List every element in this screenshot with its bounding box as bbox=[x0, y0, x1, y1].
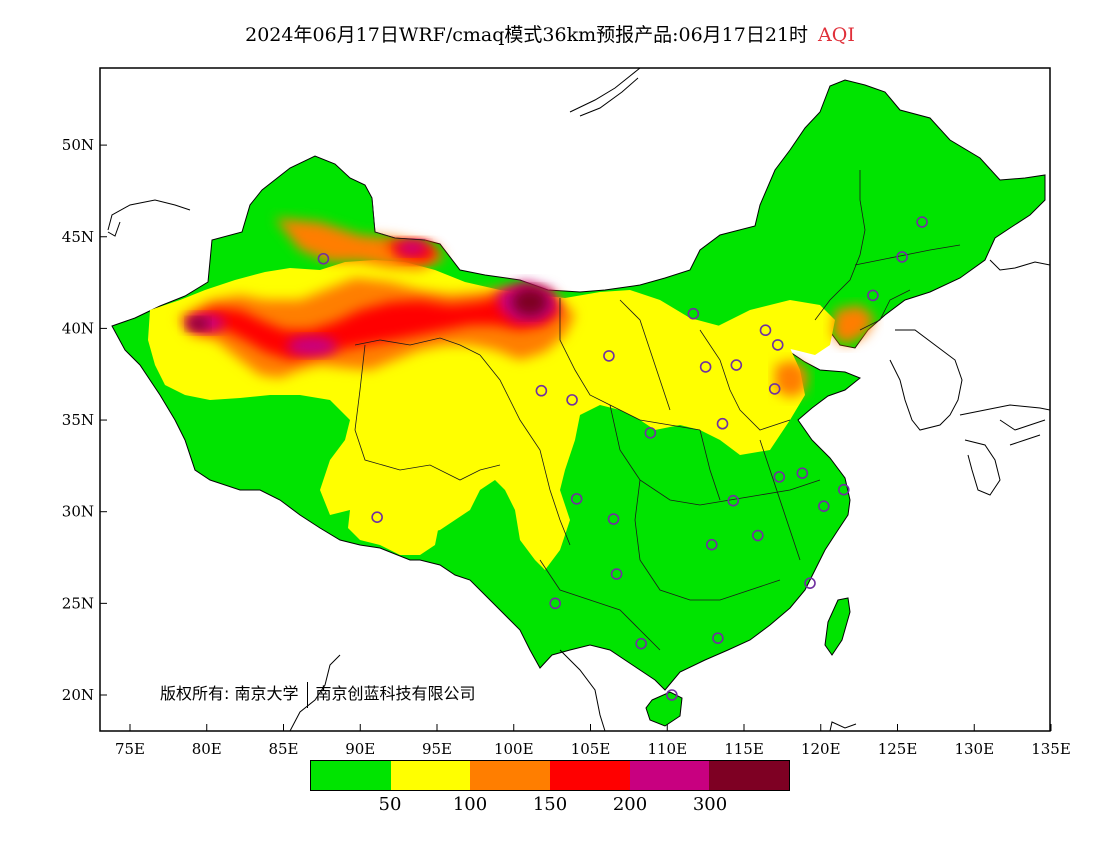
lon-tick-label: 100E bbox=[494, 740, 534, 758]
aqi-zone-hazardous-2 bbox=[188, 318, 208, 330]
aqi-zone-moderate-north bbox=[700, 300, 835, 355]
aqi-zone-hazardous bbox=[512, 288, 548, 316]
station-marker bbox=[666, 689, 678, 701]
lon-tick-label: 125E bbox=[878, 740, 918, 758]
station-marker bbox=[635, 637, 647, 650]
legend-swatch bbox=[470, 761, 551, 790]
station-marker bbox=[570, 493, 583, 505]
lon-tick-label: 135E bbox=[1031, 740, 1071, 758]
station-marker bbox=[804, 577, 816, 589]
station-marker bbox=[603, 350, 615, 362]
legend-swatch bbox=[629, 761, 710, 790]
map-title: 2024年06月17日WRF/cmaq模式36km预报产品:06月17日21时 A… bbox=[0, 20, 1100, 47]
legend-label: 200 bbox=[612, 794, 648, 815]
station-marker bbox=[771, 339, 784, 351]
map-area bbox=[100, 68, 1050, 731]
lat-tick-label: 40N bbox=[62, 319, 94, 337]
station-marker bbox=[916, 216, 928, 228]
station-marker bbox=[610, 568, 623, 580]
lon-tick-label: 110E bbox=[647, 740, 687, 758]
station-marker bbox=[716, 417, 729, 430]
station-marker bbox=[837, 483, 850, 496]
copyright-org2: 南京创蓝科技有限公司 bbox=[315, 684, 476, 703]
copyright-notice: 版权所有: 南京大学 南京创蓝科技有限公司 bbox=[160, 680, 476, 708]
station-marker bbox=[566, 394, 578, 406]
station-marker bbox=[867, 289, 879, 302]
station-marker bbox=[705, 538, 718, 551]
copyright-separator bbox=[306, 681, 308, 708]
lat-tick-label: 25N bbox=[62, 594, 94, 612]
legend-label: 100 bbox=[452, 794, 488, 815]
neighbor-outlines bbox=[107, 68, 1050, 731]
station-marker bbox=[535, 384, 548, 397]
station-marker bbox=[549, 597, 561, 610]
station-marker bbox=[773, 471, 786, 483]
aqi-legend bbox=[310, 760, 790, 791]
station-marker bbox=[730, 359, 743, 371]
taiwan-island bbox=[824, 597, 851, 656]
latitude-axis: 50N 45N 40N 35N 30N 25N 20N bbox=[62, 136, 107, 704]
station-marker bbox=[607, 513, 620, 525]
lon-tick-label: 80E bbox=[192, 740, 222, 758]
aqi-zone-unhealthy bbox=[190, 288, 560, 360]
title-main: 2024年06月17日WRF/cmaq模式36km预报产品:06月17日21时 bbox=[245, 24, 809, 46]
lon-tick-label: 95E bbox=[422, 740, 452, 758]
station-marker bbox=[371, 511, 383, 523]
province-boundaries bbox=[354, 170, 961, 651]
legend-swatch bbox=[550, 761, 630, 790]
station-marker bbox=[768, 383, 781, 395]
longitude-axis: 75E 80E 85E 90E 95E 100E 105E 110E 115E 120E 125E 1… bbox=[115, 724, 1071, 758]
legend-label: 300 bbox=[692, 794, 728, 815]
legend-swatch bbox=[390, 761, 471, 790]
lat-tick-label: 50N bbox=[62, 136, 94, 154]
station-marker bbox=[896, 251, 908, 263]
lat-tick-label: 35N bbox=[62, 411, 94, 429]
station-marker bbox=[752, 529, 764, 542]
copyright-prefix: 版权所有: bbox=[160, 684, 230, 703]
legend-label: 150 bbox=[532, 794, 568, 815]
legend-swatch bbox=[709, 761, 790, 790]
map-frame bbox=[99, 67, 1051, 732]
station-markers bbox=[317, 216, 928, 701]
lon-tick-label: 115E bbox=[724, 740, 764, 758]
lat-tick-label: 30N bbox=[62, 503, 94, 521]
station-marker bbox=[644, 427, 657, 439]
lat-tick-label: 20N bbox=[62, 686, 94, 704]
lon-tick-label: 85E bbox=[268, 740, 298, 758]
aqi-zone-very-unhealthy-4 bbox=[397, 241, 427, 255]
station-marker bbox=[796, 467, 809, 480]
aqi-zone-usg-3 bbox=[775, 360, 808, 398]
lon-tick-label: 105E bbox=[571, 740, 611, 758]
station-marker bbox=[818, 500, 830, 513]
aqi-zone-moderate-xizang bbox=[348, 492, 440, 555]
lon-tick-label: 75E bbox=[115, 740, 145, 758]
aqi-zone-very-unhealthy-2 bbox=[287, 336, 337, 356]
lon-tick-label: 90E bbox=[345, 740, 375, 758]
aqi-zone-usg-4 bbox=[832, 305, 875, 345]
lat-tick-label: 45N bbox=[62, 228, 94, 246]
copyright-org1: 南京大学 bbox=[234, 684, 299, 703]
title-variable: AQI bbox=[818, 24, 855, 46]
station-marker bbox=[699, 361, 712, 373]
lon-tick-label: 120E bbox=[801, 740, 841, 758]
station-marker bbox=[687, 307, 700, 320]
station-marker bbox=[712, 632, 724, 644]
lon-tick-label: 130E bbox=[954, 740, 994, 758]
legend-swatch bbox=[311, 761, 391, 790]
station-marker bbox=[317, 252, 330, 265]
station-marker bbox=[759, 324, 772, 337]
legend-label: 50 bbox=[378, 794, 402, 815]
station-marker bbox=[727, 494, 740, 507]
